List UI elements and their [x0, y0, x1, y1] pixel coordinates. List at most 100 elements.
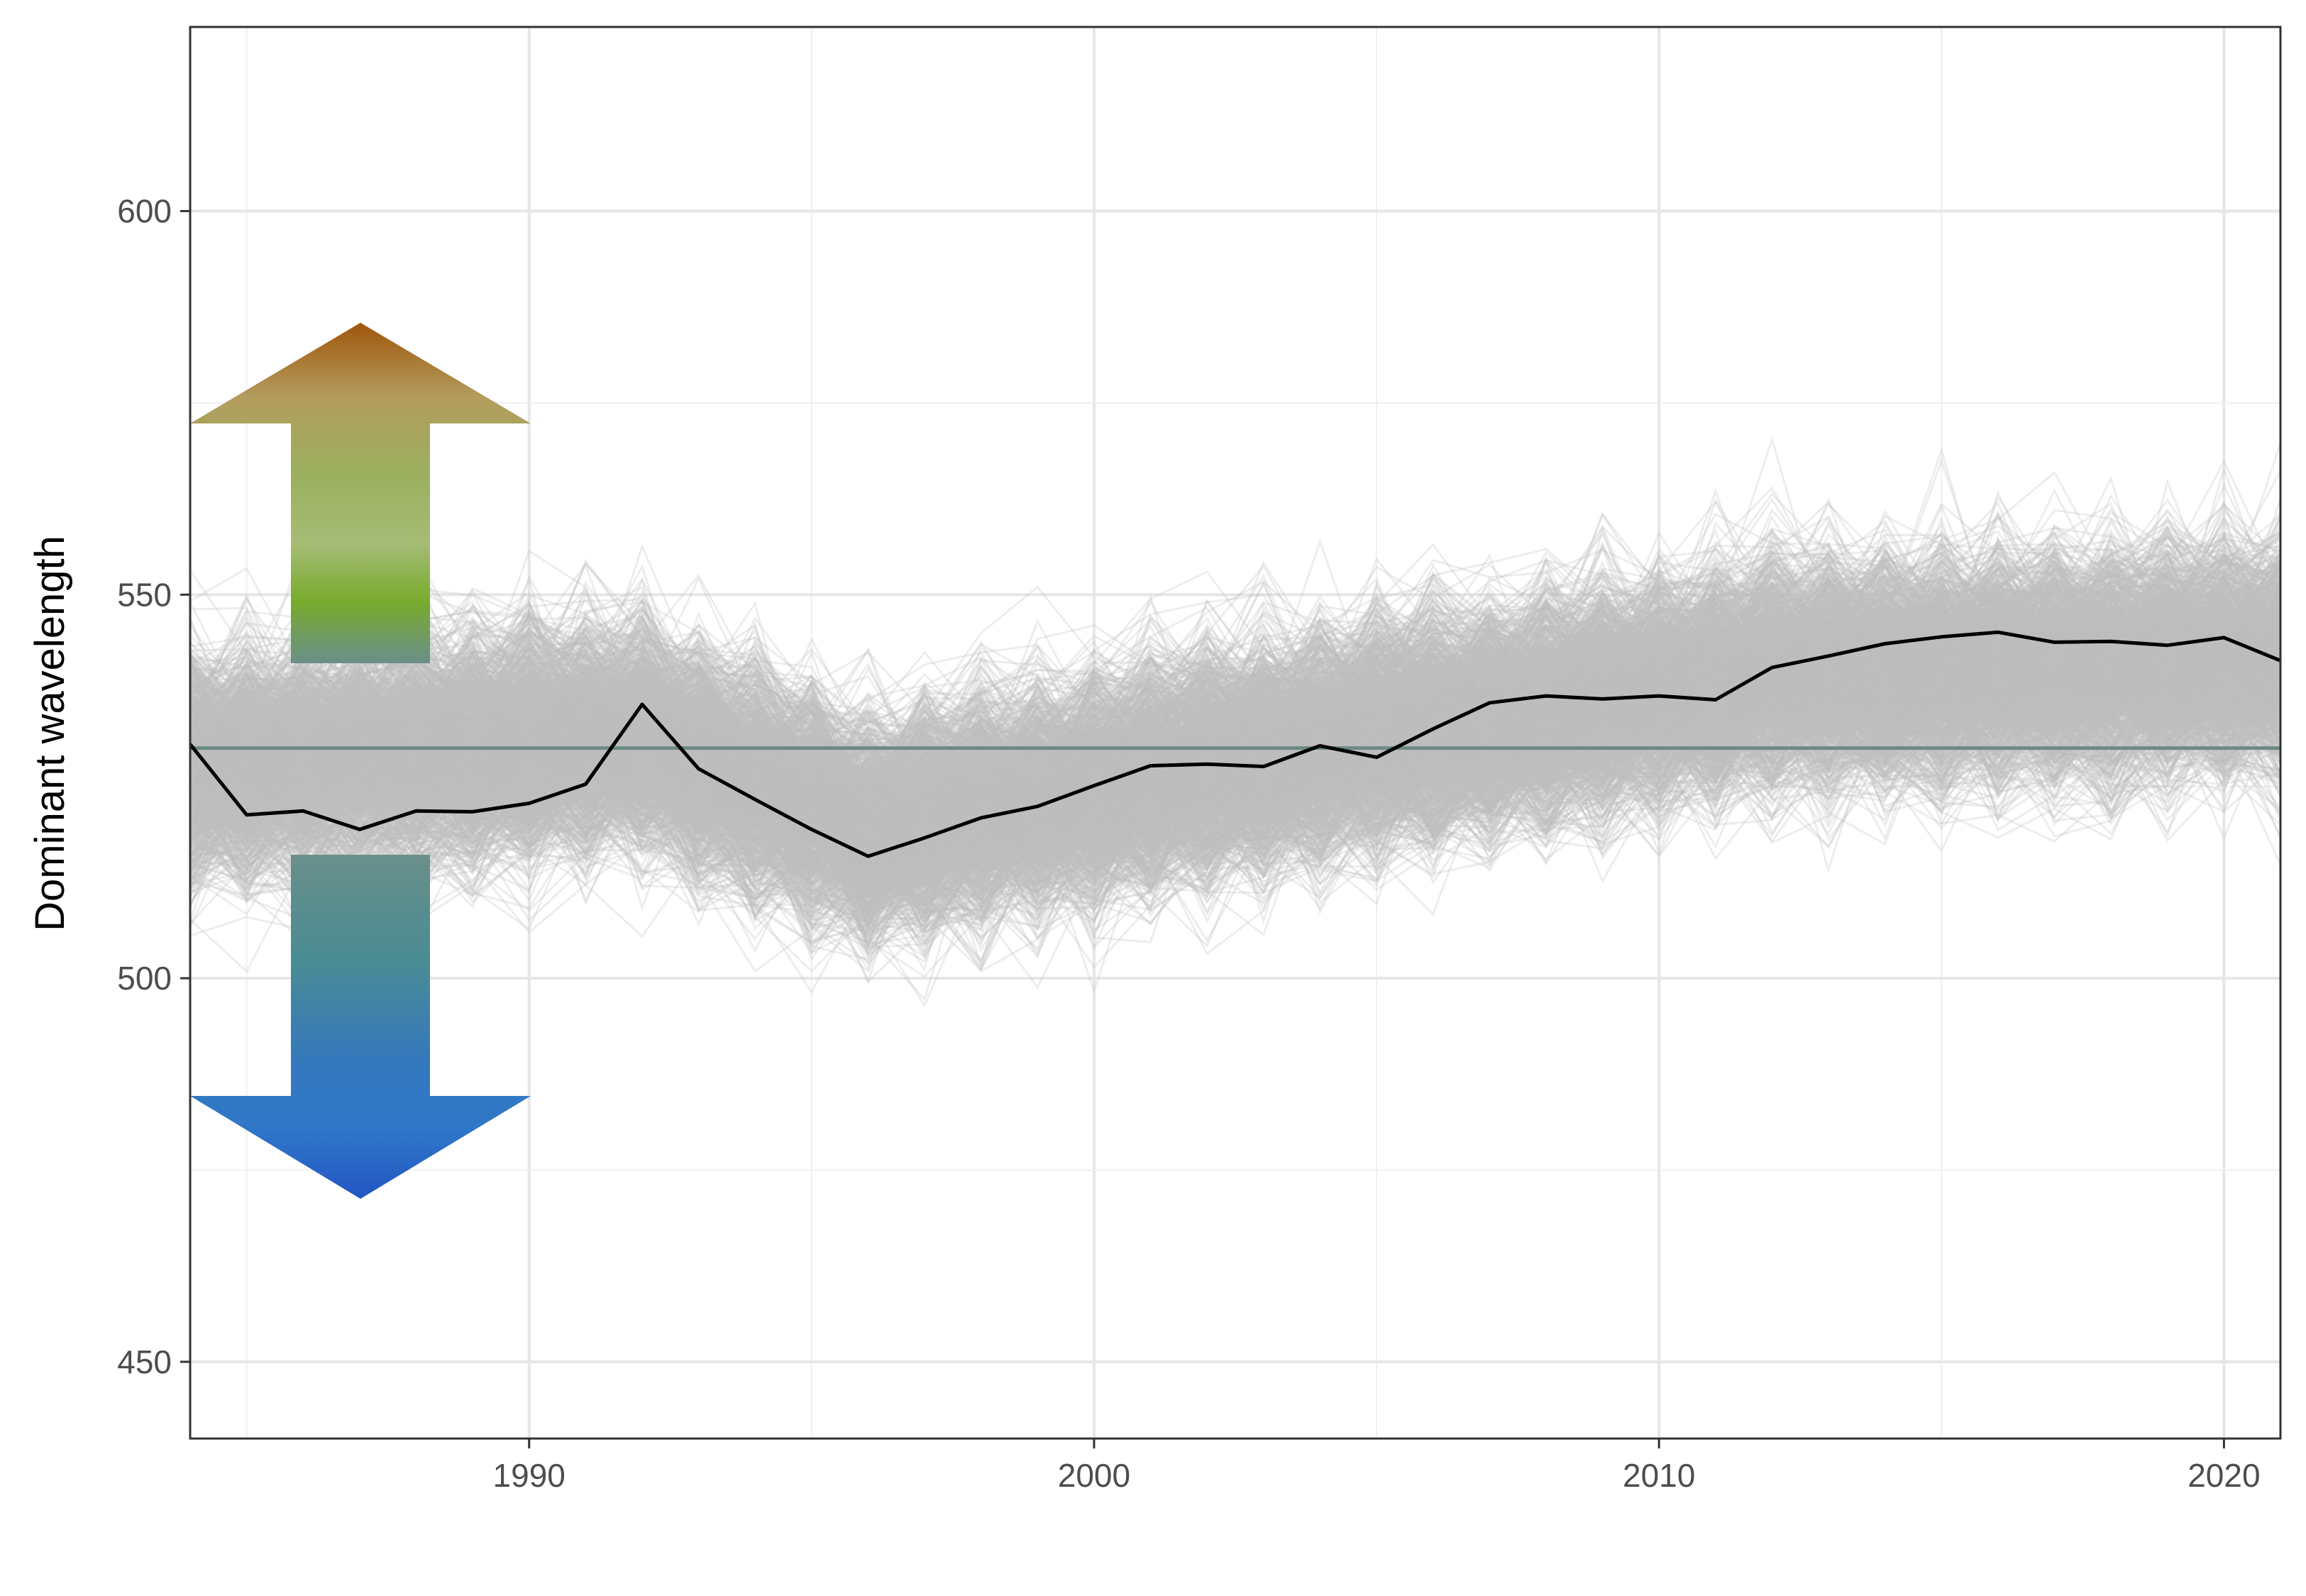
background-series-line: [190, 582, 2280, 868]
background-series-line: [190, 662, 2280, 970]
background-series-line: [190, 549, 2280, 828]
background-series-line: [190, 639, 2280, 878]
background-series-line: [190, 545, 2280, 855]
background-series-line: [190, 617, 2280, 926]
background-series-line: [190, 655, 2280, 921]
background-series-line: [190, 663, 2280, 903]
background-series-line: [190, 592, 2280, 863]
background-series-line: [190, 561, 2280, 746]
background-series-line: [190, 697, 2280, 954]
background-series-line: [190, 533, 2280, 858]
background-series-line: [190, 637, 2280, 911]
background-series-line: [190, 667, 2280, 894]
background-series-line: [190, 537, 2280, 802]
background-series-line: [190, 591, 2280, 930]
background-series-line: [190, 516, 2280, 746]
background-series-line: [190, 550, 2280, 816]
background-series-line: [190, 579, 2280, 825]
background-series-line: [190, 560, 2280, 837]
background-series-line: [190, 594, 2280, 858]
plot-background: [190, 27, 2280, 1439]
background-series-line: [190, 650, 2280, 915]
background-series-line: [190, 584, 2280, 824]
background-series-line: [190, 553, 2280, 810]
background-series-line: [190, 565, 2280, 801]
background-series-line: [190, 548, 2280, 855]
background-series-line: [190, 631, 2280, 873]
background-series-line: [190, 626, 2280, 928]
background-series-line: [190, 567, 2280, 837]
background-series-line: [190, 582, 2280, 868]
background-series-line: [190, 636, 2280, 863]
background-series-line: [190, 572, 2280, 824]
background-series-line: [190, 571, 2280, 921]
background-series-line: [190, 598, 2280, 866]
background-series-line: [190, 599, 2280, 882]
background-series-line: [190, 649, 2280, 944]
background-series-line: [190, 626, 2280, 899]
background-series-line: [190, 559, 2280, 819]
background-series-line: [190, 683, 2280, 920]
background-series-line: [190, 565, 2280, 841]
background-series-line: [190, 534, 2280, 850]
background-series-line: [190, 580, 2280, 868]
background-series-line: [190, 607, 2280, 891]
background-series-line: [190, 585, 2280, 845]
background-series-line: [190, 661, 2280, 908]
background-series-line: [190, 612, 2280, 863]
background-series-line: [190, 598, 2280, 840]
background-series-line: [190, 570, 2280, 862]
background-series-line: [190, 622, 2280, 853]
background-series-line: [190, 599, 2280, 846]
background-series-line: [190, 436, 2280, 850]
background-series-line: [190, 536, 2280, 814]
background-series-line: [190, 531, 2280, 813]
background-series-line: [190, 524, 2280, 935]
background-series-line: [190, 509, 2280, 819]
background-series-line: [190, 579, 2280, 830]
background-series-line: [190, 694, 2280, 955]
background-series-line: [190, 470, 2280, 752]
background-series-line: [190, 597, 2280, 875]
background-series-line: [190, 624, 2280, 848]
background-series-line: [190, 575, 2280, 829]
background-series-line: [190, 694, 2280, 951]
background-series-line: [190, 587, 2280, 877]
background-series-line: [190, 514, 2280, 822]
background-series-line: [190, 512, 2280, 852]
background-series-line: [190, 577, 2280, 827]
background-series-line: [190, 597, 2280, 841]
background-series-line: [190, 578, 2280, 864]
background-series-line: [190, 494, 2280, 792]
background-series-line: [190, 675, 2280, 948]
background-series-line: [190, 566, 2280, 855]
background-series-line: [190, 560, 2280, 850]
background-series-line: [190, 555, 2280, 907]
background-series-line: [190, 600, 2280, 899]
background-series-line: [190, 624, 2280, 919]
background-series-line: [190, 580, 2280, 854]
background-series-line: [190, 626, 2280, 928]
background-series-line: [190, 594, 2280, 850]
background-series-line: [190, 552, 2280, 834]
x-tick-label: 1990: [493, 1457, 566, 1494]
background-series-line: [190, 608, 2280, 870]
background-series-line: [190, 614, 2280, 889]
background-series-line: [190, 582, 2280, 863]
background-series-line: [190, 606, 2280, 879]
background-series-line: [190, 599, 2280, 860]
grid-lines: [190, 27, 2280, 1439]
background-series-line: [190, 603, 2280, 885]
background-series-line: [190, 580, 2280, 838]
background-series-line: [190, 625, 2280, 906]
background-series-line: [190, 624, 2280, 844]
background-series-line: [190, 585, 2280, 865]
background-series-line: [190, 616, 2280, 841]
background-series-line: [190, 586, 2280, 834]
background-series-line: [190, 542, 2280, 772]
background-series-line: [190, 558, 2280, 893]
background-series-line: [190, 648, 2280, 960]
background-series-line: [190, 641, 2280, 844]
background-series-line: [190, 619, 2280, 847]
background-series-line: [190, 626, 2280, 886]
